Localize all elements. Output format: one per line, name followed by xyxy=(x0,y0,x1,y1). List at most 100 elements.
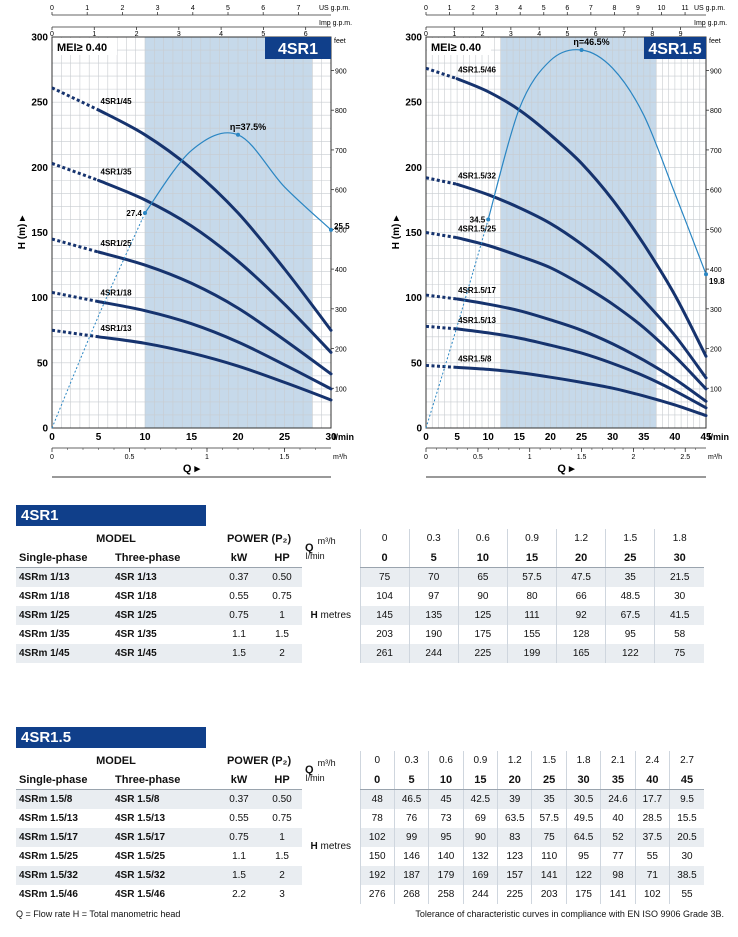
power-kw: 1.1 xyxy=(232,851,246,862)
pump-curve-dashed-start xyxy=(51,237,99,254)
head-value: 169 xyxy=(462,866,498,885)
table-row: 4SRm 1/35 4SR 1/35 1.1 1.5 203 190 175 155 128 95… xyxy=(16,625,705,644)
q-tick-label: 5 xyxy=(454,432,460,443)
q-tick-label: 40 xyxy=(669,432,681,443)
h-tick-label: 300 xyxy=(31,33,48,44)
head-value: 95 xyxy=(565,847,601,866)
head-value: 49.5 xyxy=(565,809,601,828)
lmin-unit-label: l/min xyxy=(708,432,729,442)
head-value: 75 xyxy=(531,828,567,847)
q-tick-label: 25 xyxy=(576,432,588,443)
m3h-tick-label: 0 xyxy=(424,454,428,461)
efficiency-point-left xyxy=(486,217,491,222)
single-phase-header: Single-phase xyxy=(16,548,112,568)
head-value: 276 xyxy=(359,885,395,904)
q-tick-label: 15 xyxy=(514,432,526,443)
head-value: 187 xyxy=(393,866,429,885)
imp-tick-label: 4 xyxy=(219,31,223,38)
h-letter: H xyxy=(310,609,321,621)
hp-header: HP xyxy=(262,770,303,790)
head-value: 150 xyxy=(359,847,395,866)
power-hp: 0.50 xyxy=(262,789,303,809)
us-tick-label: 2 xyxy=(120,5,124,12)
imp-tick-label: 7 xyxy=(622,31,626,38)
pump-curve xyxy=(455,327,708,410)
three-phase-model: 4SR 1.5/13 xyxy=(115,813,166,824)
power-kw: 0.55 xyxy=(229,591,249,602)
power-hp: 0.75 xyxy=(272,591,292,602)
q-tick-label: 25 xyxy=(279,432,291,443)
efficiency-point-max xyxy=(236,132,240,137)
head-value: 122 xyxy=(605,644,655,663)
head-value: 92 xyxy=(556,606,606,625)
head-value: 199 xyxy=(506,644,557,663)
imp-tick-label: 9 xyxy=(679,31,683,38)
q-tick-label: 10 xyxy=(483,432,495,443)
power-hp: 2 xyxy=(262,866,303,885)
h-axis-label: H (m) ▸ xyxy=(17,215,28,249)
table-row: 4SRm 1.5/32 4SR 1.5/32 1.5 2 192 187 179 169 157… xyxy=(16,866,704,885)
imp-tick-label: 3 xyxy=(509,31,513,38)
lmin-value: 25 xyxy=(531,770,567,790)
imp-tick-label: 2 xyxy=(135,31,139,38)
head-value: 190 xyxy=(408,625,459,644)
m3h-unit-label: m³/h xyxy=(708,454,722,461)
pump-curve-label: 4SR1/18 xyxy=(101,289,133,298)
m3h-value: 1.5 xyxy=(531,751,567,770)
lmin-value: 15 xyxy=(462,770,498,790)
head-value: 57.5 xyxy=(531,809,567,828)
pump-curve xyxy=(455,297,708,403)
head-value: 48 xyxy=(359,789,395,809)
feet-tick-label: 500 xyxy=(710,227,722,234)
lmin-value: 10 xyxy=(457,548,508,568)
head-value: 38.5 xyxy=(669,866,704,885)
table-4sr1-5: MODEL POWER (P₂) Qm³/hl/min 0 0.3 0.6 0.9 1.2 1.… xyxy=(16,751,704,904)
head-value: 28.5 xyxy=(634,809,670,828)
pump-curve xyxy=(97,335,333,402)
pump-curve-label: 4SR1.5/8 xyxy=(458,354,492,363)
lmin-value: 40 xyxy=(634,770,670,790)
us-tick-label: 8 xyxy=(612,5,616,12)
model-header: MODEL xyxy=(96,754,136,767)
us-unit-label: US g.p.m. xyxy=(694,5,725,12)
head-value: 48.5 xyxy=(605,587,655,606)
m3h-tick-label: 2.5 xyxy=(680,454,690,461)
q-tick-label: 0 xyxy=(49,432,55,443)
us-tick-label: 3 xyxy=(156,5,160,12)
lmin-value: 0 xyxy=(359,770,395,790)
pump-curve-dashed-start xyxy=(425,66,458,81)
pump-curve-label: 4SR1.5/32 xyxy=(458,171,496,180)
head-value: 20.5 xyxy=(669,828,704,847)
h-tick-label: 100 xyxy=(31,293,48,304)
head-value: 165 xyxy=(556,644,606,663)
power-kw: 0.75 xyxy=(216,606,263,625)
us-tick-label: 6 xyxy=(261,5,265,12)
head-value: 58 xyxy=(654,625,705,644)
power-hp: 3 xyxy=(279,889,285,900)
single-phase-model: 4SRm 1/13 xyxy=(16,567,112,587)
power-hp: 2 xyxy=(262,644,303,663)
single-phase-model: 4SRm 1.5/32 xyxy=(16,866,112,885)
h-tick-label: 0 xyxy=(416,424,422,435)
lmin-value: 45 xyxy=(669,770,704,790)
power-hp: 1.5 xyxy=(275,629,289,640)
feet-tick-label: 200 xyxy=(710,347,722,354)
q-tick-label: 0 xyxy=(423,432,429,443)
us-tick-label: 9 xyxy=(636,5,640,12)
feet-tick-label: 600 xyxy=(710,188,722,195)
power-hp: 1.5 xyxy=(275,851,289,862)
pump-curve-dashed-start xyxy=(51,328,99,339)
h-tick-label: 0 xyxy=(42,424,48,435)
head-value: 15.5 xyxy=(669,809,704,828)
three-phase-model: 4SR 1/13 xyxy=(112,567,217,587)
m3h-tick-label: 0 xyxy=(50,454,54,461)
three-phase-model: 4SR 1.5/8 xyxy=(112,789,217,809)
table-row: 4SRm 1/13 4SR 1/13 0.37 0.50 H metres 75 70 65 5… xyxy=(16,567,705,663)
m3h-value: 0.3 xyxy=(393,751,429,770)
head-value: 135 xyxy=(408,606,459,625)
head-value: 75 xyxy=(359,567,410,587)
head-value: 104 xyxy=(359,587,410,606)
head-value: 30.5 xyxy=(565,789,601,809)
table-4sr1-title: 4SR1 xyxy=(16,505,206,526)
